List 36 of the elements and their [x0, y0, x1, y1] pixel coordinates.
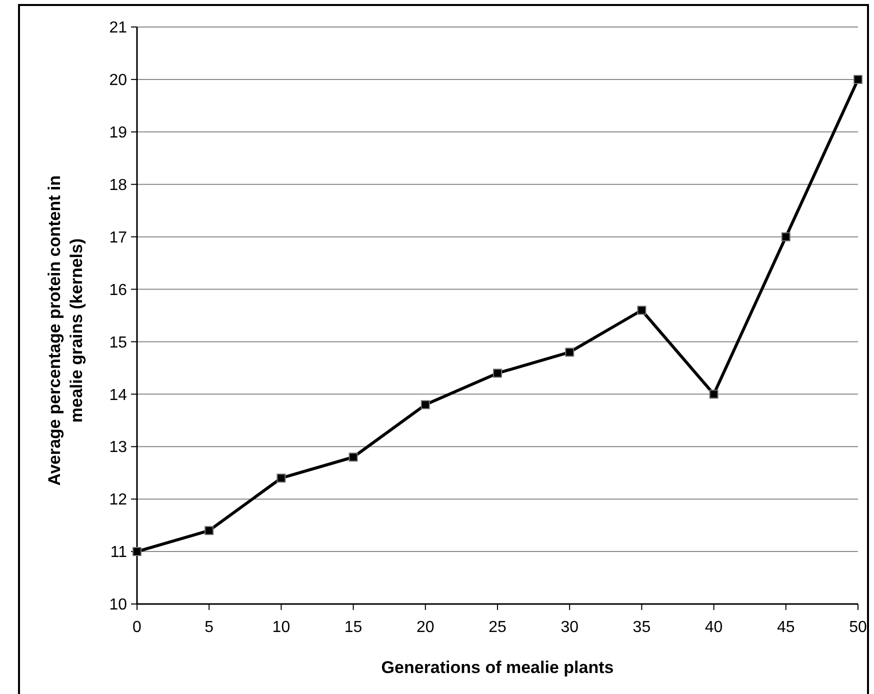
y-axis-title: Average percentage protein content in mealie grains (kernels)	[45, 175, 86, 486]
x-tick-label: 50	[849, 619, 867, 636]
x-tick-label: 5	[204, 619, 214, 636]
y-tick-label: 16	[109, 282, 128, 299]
x-tick-label: 35	[632, 619, 651, 636]
y-tick-label: 14	[109, 386, 128, 404]
point	[565, 348, 574, 357]
x-tick-label: 10	[272, 619, 290, 636]
y-tick-label: 13	[109, 439, 128, 456]
y-tick-label: 12	[109, 492, 128, 509]
point	[637, 306, 646, 315]
point	[420, 400, 430, 410]
point	[204, 526, 214, 536]
x-tick-label: 30	[560, 619, 579, 636]
point	[348, 452, 358, 462]
x-tick-label: 40	[704, 619, 723, 636]
x-tick-label: 45	[777, 619, 795, 636]
x-tick-label: 15	[344, 619, 362, 636]
x-axis-title: Generations of mealie plants	[381, 658, 614, 677]
x-tick-label: 20	[416, 619, 434, 636]
y-tick-label: 18	[109, 176, 128, 194]
point	[781, 232, 790, 242]
y-tick-label: 10	[109, 596, 128, 614]
x-tick-label: 0	[132, 619, 142, 636]
point	[854, 74, 862, 84]
point	[709, 390, 718, 399]
y-tick-label: 19	[109, 124, 128, 142]
y-tick-label: 15	[109, 334, 128, 352]
y-tick-label: 20	[109, 72, 128, 90]
point	[132, 547, 142, 556]
x-tick-label: 25	[488, 619, 506, 636]
y-tick-label: 11	[110, 544, 128, 562]
point	[276, 474, 286, 483]
y-tick-label: 17	[109, 229, 128, 246]
point	[493, 368, 502, 378]
y-tick-label: 21	[109, 20, 128, 37]
